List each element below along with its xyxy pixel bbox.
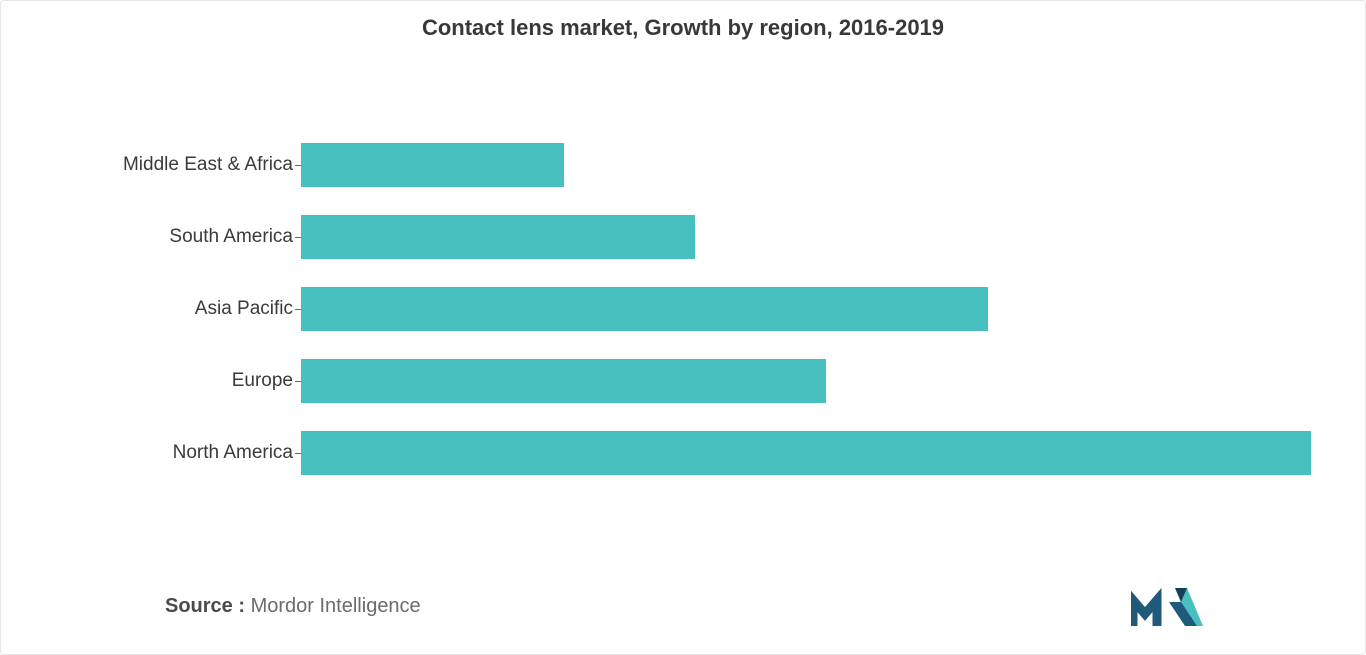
bar-row: Middle East & Africa [301, 129, 1311, 201]
bar-row: North America [301, 417, 1311, 489]
bar-row: South America [301, 201, 1311, 273]
chart-plot-area: Middle East & AfricaSouth AmericaAsia Pa… [301, 129, 1311, 469]
y-axis-tick [295, 165, 301, 166]
source-label: Source : [165, 595, 245, 617]
y-axis-tick [295, 453, 301, 454]
bar [301, 215, 695, 259]
source-value: Mordor Intelligence [251, 595, 421, 617]
bar-row: Europe [301, 345, 1311, 417]
y-axis-label: Asia Pacific [195, 298, 301, 320]
y-axis-tick [295, 381, 301, 382]
source-attribution: Source : Mordor Intelligence [165, 595, 421, 618]
bar-row: Asia Pacific [301, 273, 1311, 345]
mordor-logo-icon [1131, 580, 1211, 628]
y-axis-label: Middle East & Africa [123, 154, 301, 176]
bar [301, 143, 564, 187]
bar [301, 359, 826, 403]
chart-container: Contact lens market, Growth by region, 2… [0, 0, 1366, 655]
y-axis-tick [295, 237, 301, 238]
y-axis-label: North America [173, 442, 301, 464]
chart-title: Contact lens market, Growth by region, 2… [1, 15, 1365, 41]
bar [301, 287, 988, 331]
y-axis-tick [295, 309, 301, 310]
y-axis-label: South America [169, 226, 301, 248]
y-axis-label: Europe [232, 370, 301, 392]
bar [301, 431, 1311, 475]
